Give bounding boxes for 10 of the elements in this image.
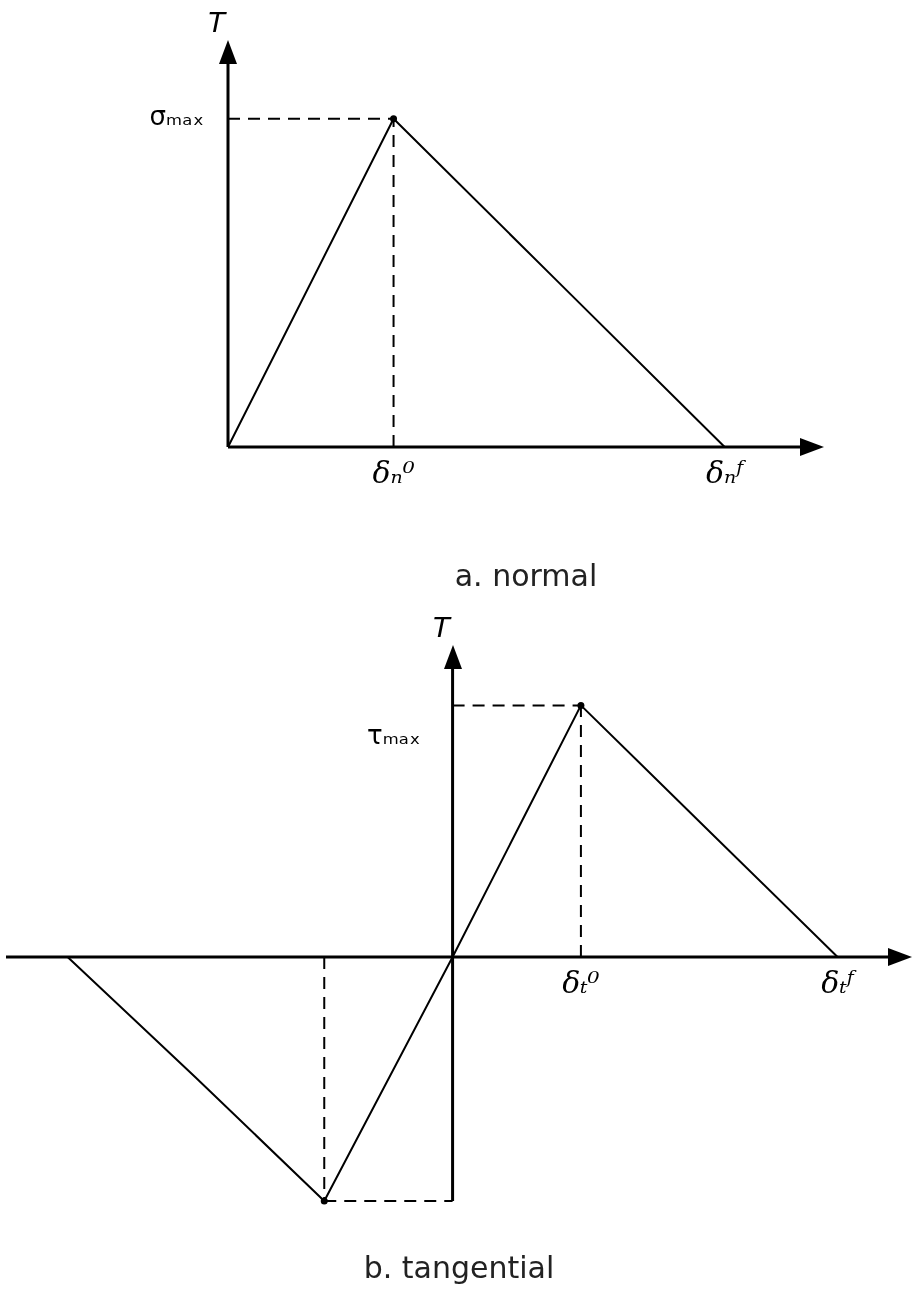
text: σₘₐₓ — [149, 100, 204, 131]
x-tick-label: δₜ⁰ — [562, 964, 600, 1000]
text: b. tangential — [363, 1249, 555, 1285]
y-axis-title: T — [206, 5, 228, 39]
y-axis-title: T — [431, 610, 453, 644]
x-tick-label: δₙᶠ — [706, 454, 747, 490]
annotation: τₘₐₓ — [367, 719, 421, 750]
x-tick-label: δₜᶠ — [821, 964, 857, 1000]
text: a. normal — [454, 557, 598, 593]
x-tick-label: δₙ⁰ — [372, 454, 415, 490]
